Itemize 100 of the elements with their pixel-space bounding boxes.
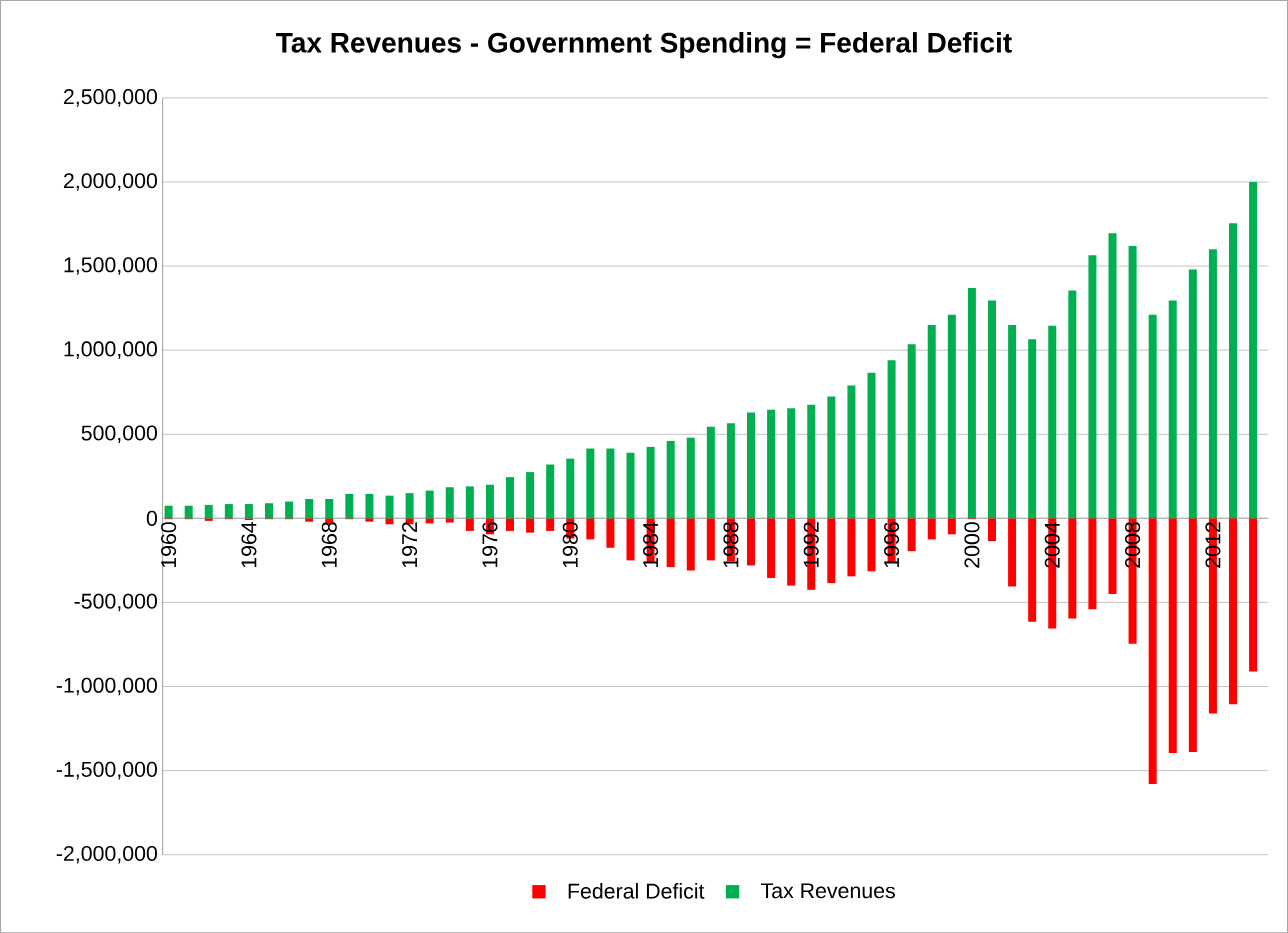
bar [1148, 518, 1157, 784]
y-tick-label: -500,000 [74, 593, 157, 612]
x-tick-label: 2012 [1205, 522, 1221, 568]
bar [807, 404, 816, 519]
x-tick-label: 1964 [241, 521, 257, 567]
bar [686, 437, 695, 519]
bar [405, 493, 414, 519]
x-tick-label: 1968 [321, 522, 337, 567]
bar [365, 518, 374, 522]
bar [626, 452, 635, 519]
bar [1008, 324, 1017, 519]
bar [847, 385, 856, 519]
bar [1088, 255, 1097, 519]
bar [546, 518, 555, 531]
y-tick-label: 1,500,000 [64, 257, 157, 275]
bar [606, 448, 615, 519]
x-tick-label: 1972 [402, 522, 418, 567]
bar [244, 503, 253, 519]
bar [1048, 325, 1057, 519]
bar [666, 518, 675, 567]
x-tick-label: 1988 [723, 522, 739, 567]
bar [767, 409, 776, 519]
bar [1249, 518, 1258, 672]
y-tick-label: 0 [146, 510, 158, 526]
bar [305, 518, 314, 522]
bar [967, 287, 976, 519]
bar [626, 518, 635, 561]
bar [385, 518, 394, 525]
bar [1168, 300, 1177, 519]
bar [1088, 518, 1097, 610]
bar [1108, 233, 1117, 519]
bar [747, 412, 755, 519]
bar [1028, 339, 1037, 519]
bar [686, 518, 695, 571]
bar [1188, 518, 1197, 752]
y-tick-label: 1,000,000 [64, 341, 157, 359]
bar [726, 423, 735, 519]
bar [325, 498, 334, 519]
bar [747, 518, 755, 566]
bar [1148, 314, 1157, 519]
bar [907, 344, 916, 519]
x-tick-label: 2000 [964, 522, 980, 568]
bar [988, 300, 996, 519]
bar [927, 518, 936, 540]
bar [827, 518, 836, 583]
bar [526, 471, 535, 519]
legend-label: Federal Deficit [568, 882, 705, 899]
bar [1208, 249, 1217, 519]
bar [1249, 181, 1258, 519]
bar [787, 518, 796, 586]
y-tick-label: 2,000,000 [64, 173, 157, 191]
bar [767, 518, 776, 578]
bar [1008, 518, 1017, 587]
bar [526, 518, 535, 533]
bar [927, 324, 936, 519]
bar [566, 458, 575, 519]
bar [546, 464, 555, 519]
bar [164, 505, 173, 519]
x-tick-label: 1996 [884, 522, 900, 567]
y-tick-label: 500,000 [81, 425, 157, 443]
bar [445, 487, 454, 519]
bar [1229, 223, 1237, 519]
x-tick-label: 1960 [161, 522, 177, 567]
bar [1188, 269, 1197, 519]
bar [305, 498, 314, 519]
bar [506, 477, 515, 519]
bar [847, 518, 856, 577]
x-tick-label: 2008 [1125, 522, 1141, 568]
bar [465, 486, 474, 519]
bar [345, 493, 354, 519]
bar [385, 495, 394, 519]
bar [1168, 518, 1177, 753]
x-tick-label: 2004 [1044, 521, 1060, 568]
bar [907, 518, 916, 552]
y-tick-label: -1,500,000 [56, 761, 157, 780]
bar [224, 503, 233, 519]
bar [445, 518, 454, 523]
bar [465, 518, 474, 531]
bar [1229, 518, 1237, 705]
x-tick-label: 1976 [482, 522, 498, 567]
bar [1108, 518, 1117, 594]
x-tick-label: 1980 [562, 522, 578, 567]
bar [265, 503, 274, 519]
bar [1068, 290, 1077, 519]
bar [827, 396, 836, 519]
bar [204, 504, 213, 519]
bar [706, 426, 715, 519]
bar [586, 518, 595, 540]
bar [1028, 518, 1037, 622]
bar [988, 518, 996, 541]
bar [947, 518, 956, 535]
bar [365, 493, 374, 519]
bar [204, 518, 213, 521]
bar [787, 408, 796, 519]
bar [1128, 245, 1137, 519]
bar [887, 360, 896, 519]
y-tick-label: -1,000,000 [56, 677, 157, 696]
bar [425, 490, 434, 519]
bar [606, 518, 615, 548]
bar [867, 518, 876, 572]
